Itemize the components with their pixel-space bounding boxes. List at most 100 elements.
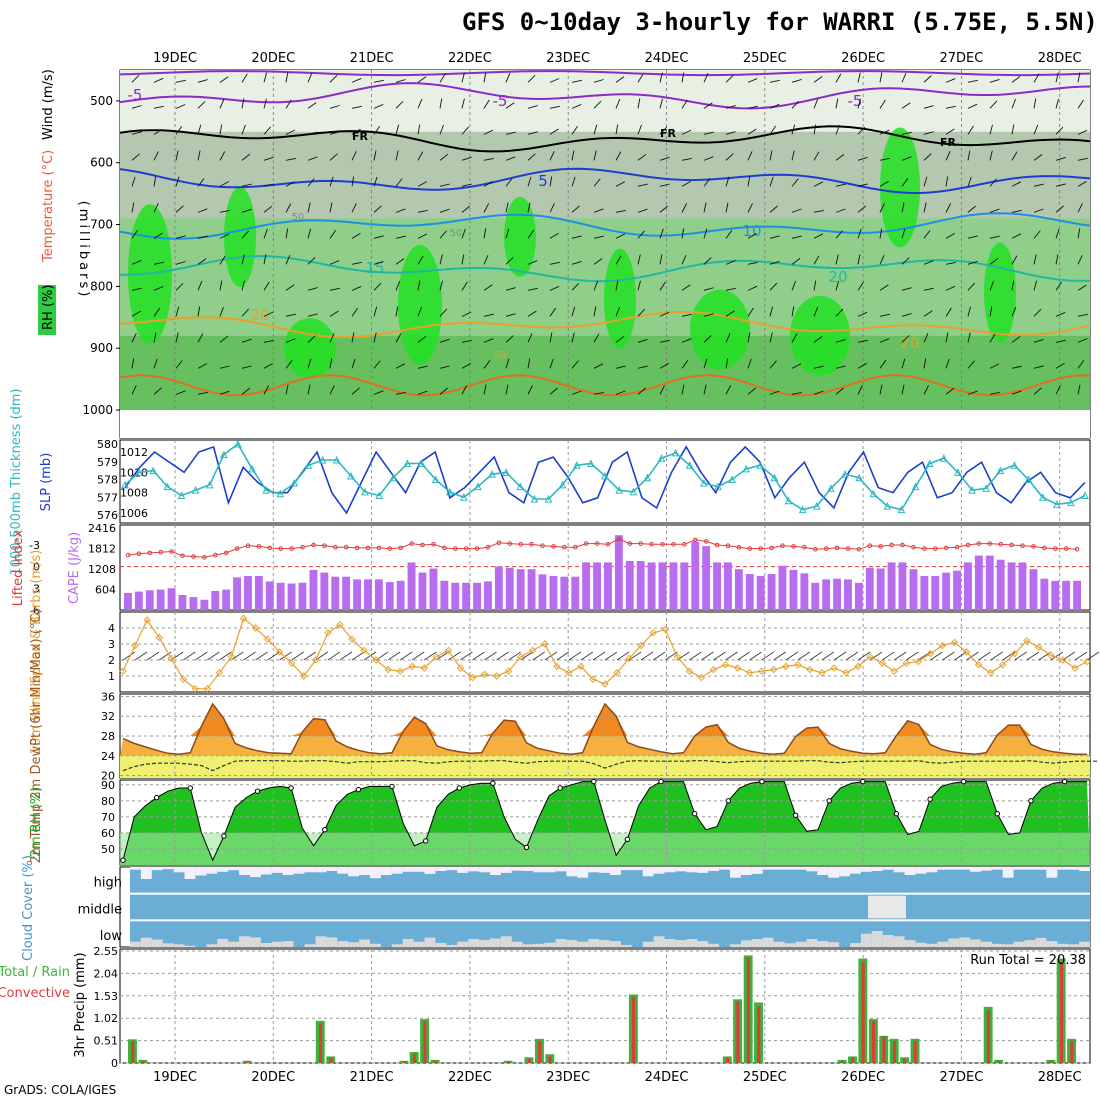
- precip-conv-bar: [913, 1041, 917, 1063]
- wind-barb: [879, 384, 883, 395]
- rh-point: [994, 811, 1000, 817]
- wind-barb: [527, 176, 532, 187]
- cloud-low-gap: [751, 939, 763, 947]
- wind-barb: [153, 332, 157, 343]
- wind-barb: [197, 391, 208, 395]
- li-point: [769, 545, 774, 551]
- wind-speed-point: [986, 669, 995, 677]
- wind-speed-point: [613, 669, 621, 677]
- precip-tick: 0: [111, 1057, 118, 1070]
- li-point: [660, 542, 665, 547]
- wind-barb: [659, 205, 668, 213]
- li-point: [823, 546, 829, 551]
- precip-conv-bar: [1049, 1060, 1053, 1063]
- wind-tick: 1: [108, 670, 115, 683]
- wind-barb: [906, 651, 919, 661]
- cloud-low-gap: [490, 938, 501, 947]
- wind-barb: [1077, 384, 1081, 395]
- thickness-point: [1081, 491, 1089, 499]
- wind-barb: [1033, 230, 1041, 239]
- cloud-low-gap: [206, 944, 218, 947]
- wind-barb: [869, 651, 883, 661]
- cape-bar: [680, 562, 689, 610]
- wind-barb: [593, 333, 600, 343]
- thickness-point: [1024, 475, 1033, 483]
- wind-barb: [285, 313, 296, 317]
- wind-barb: [571, 79, 582, 83]
- wind-barb: [461, 183, 472, 187]
- cloud-high-gap: [839, 867, 850, 877]
- wind-barb: [131, 259, 142, 265]
- wind-barb: [703, 335, 712, 343]
- precip-tick: 1.02: [94, 1012, 119, 1025]
- wind-barb: [725, 230, 733, 239]
- wind-barb: [527, 105, 538, 109]
- cloud-high-gap: [664, 867, 676, 873]
- li-point: [267, 545, 273, 551]
- th-right-tick: 1008: [120, 487, 148, 500]
- cloud-high-gap: [1046, 867, 1058, 878]
- wind-barb: [505, 73, 511, 83]
- wind-speed-point: [444, 646, 453, 655]
- cloud-low-gap: [926, 943, 938, 947]
- wind-barb: [1055, 281, 1062, 291]
- date-label-bottom: 26DEC: [841, 1070, 885, 1085]
- rh-tick: 70: [101, 811, 115, 824]
- wind-barb: [703, 178, 711, 187]
- rh-point: [221, 833, 227, 839]
- cloud-high-gap: [151, 867, 163, 871]
- wind-barb: [1055, 156, 1066, 161]
- wind-barb: [1011, 306, 1017, 317]
- cape-bar: [505, 567, 514, 610]
- wind-barb: [637, 365, 648, 369]
- li-point: [1020, 543, 1025, 549]
- wind-speed-point: [890, 667, 898, 675]
- wind-barb: [351, 128, 361, 135]
- wind-speed-point: [312, 656, 320, 664]
- cloud-high-gap: [915, 867, 927, 874]
- wind-barb: [395, 333, 402, 343]
- wind-barb: [593, 363, 604, 369]
- wind-barb: [417, 255, 424, 265]
- li-point: [365, 545, 371, 551]
- precip-tick: 0.51: [94, 1035, 119, 1048]
- cloud-low-gap: [326, 937, 338, 947]
- cape-bar: [287, 583, 296, 610]
- wind-barb: [448, 651, 461, 661]
- wind-barb: [527, 310, 537, 317]
- wind-barb: [241, 183, 252, 187]
- wind-barb: [967, 150, 971, 161]
- wind-barb: [483, 157, 494, 161]
- wind-barb: [395, 100, 404, 109]
- cape-bar: [800, 573, 809, 610]
- cloud-high-gap: [184, 867, 196, 879]
- li-point: [943, 545, 949, 551]
- cape-bar: [985, 555, 994, 610]
- rh-point: [456, 785, 462, 791]
- wind-barb: [197, 101, 206, 109]
- wind-barb: [1011, 336, 1021, 343]
- cloud-low-gap: [555, 939, 567, 947]
- wind-speed-point: [432, 653, 441, 661]
- wind-barb: [395, 280, 401, 291]
- wind-barb: [243, 651, 256, 661]
- cloud-low-gap: [424, 937, 436, 947]
- thickness-point: [714, 482, 722, 491]
- wind-barb: [628, 651, 642, 661]
- wind-barb: [483, 338, 494, 343]
- wind-barb: [659, 311, 670, 317]
- thickness-point: [488, 470, 496, 478]
- rh-point: [557, 785, 563, 791]
- cape-bar: [364, 579, 372, 610]
- cloud-high-gap: [522, 867, 534, 871]
- wind-speed-point: [854, 662, 862, 671]
- wind-barb: [813, 181, 824, 187]
- cloud-low-gap: [391, 944, 403, 947]
- wind-barb: [131, 229, 139, 239]
- ua-label-wind: Wind (m/s): [41, 69, 56, 140]
- wind-barb: [945, 285, 956, 291]
- wind-speed-point: [842, 669, 850, 677]
- wind-speed-point: [203, 685, 212, 693]
- precip-conv-bar: [861, 962, 865, 1063]
- wind-barb: [901, 313, 912, 317]
